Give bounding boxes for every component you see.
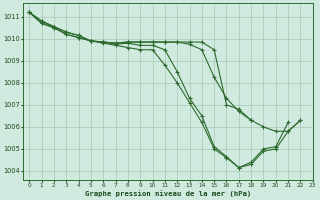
- X-axis label: Graphe pression niveau de la mer (hPa): Graphe pression niveau de la mer (hPa): [85, 190, 251, 197]
